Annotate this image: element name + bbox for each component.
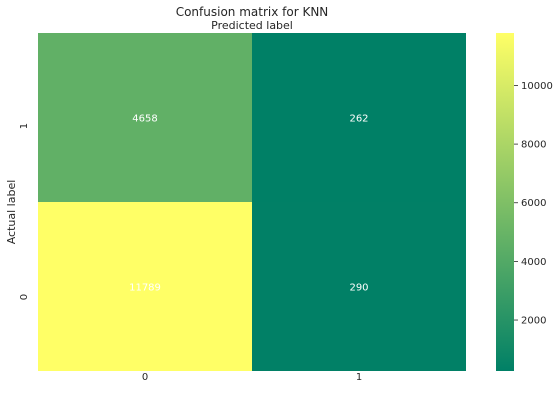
heatmap-cells: 4658 262 11789 290 <box>38 33 466 371</box>
y-tick-label-0: 1 <box>19 123 30 129</box>
colorbar-tick-label-2: 6000 <box>521 198 546 209</box>
heatmap-cell-1-0 <box>38 202 252 371</box>
heatmap-cell-0-0 <box>38 33 252 202</box>
colorbar <box>496 33 514 371</box>
y-tick-label-1: 0 <box>19 294 30 300</box>
colorbar-tick-label-1: 4000 <box>521 257 546 268</box>
x-axis-label: Predicted label <box>211 19 293 32</box>
heatmap-cell-1-1 <box>252 202 466 371</box>
colorbar-tick-label-3: 8000 <box>521 140 546 151</box>
x-tick-label-0: 0 <box>142 372 148 383</box>
y-axis-label: Actual label <box>5 180 18 245</box>
cell-value-label-0-0: 4658 <box>132 114 157 125</box>
heatmap-cell-0-1 <box>252 33 466 202</box>
chart-title: Confusion matrix for KNN <box>176 5 329 19</box>
colorbar-ticks: 2000 4000 6000 8000 10000 <box>514 81 553 327</box>
colorbar-tick-label-4: 10000 <box>521 81 553 92</box>
x-tick-label-1: 1 <box>356 372 362 383</box>
cell-value-label-1-0: 11789 <box>129 283 161 294</box>
colorbar-tick-label-0: 2000 <box>521 316 546 327</box>
cell-value-label-0-1: 262 <box>349 114 368 125</box>
cell-value-label-1-1: 290 <box>349 283 368 294</box>
